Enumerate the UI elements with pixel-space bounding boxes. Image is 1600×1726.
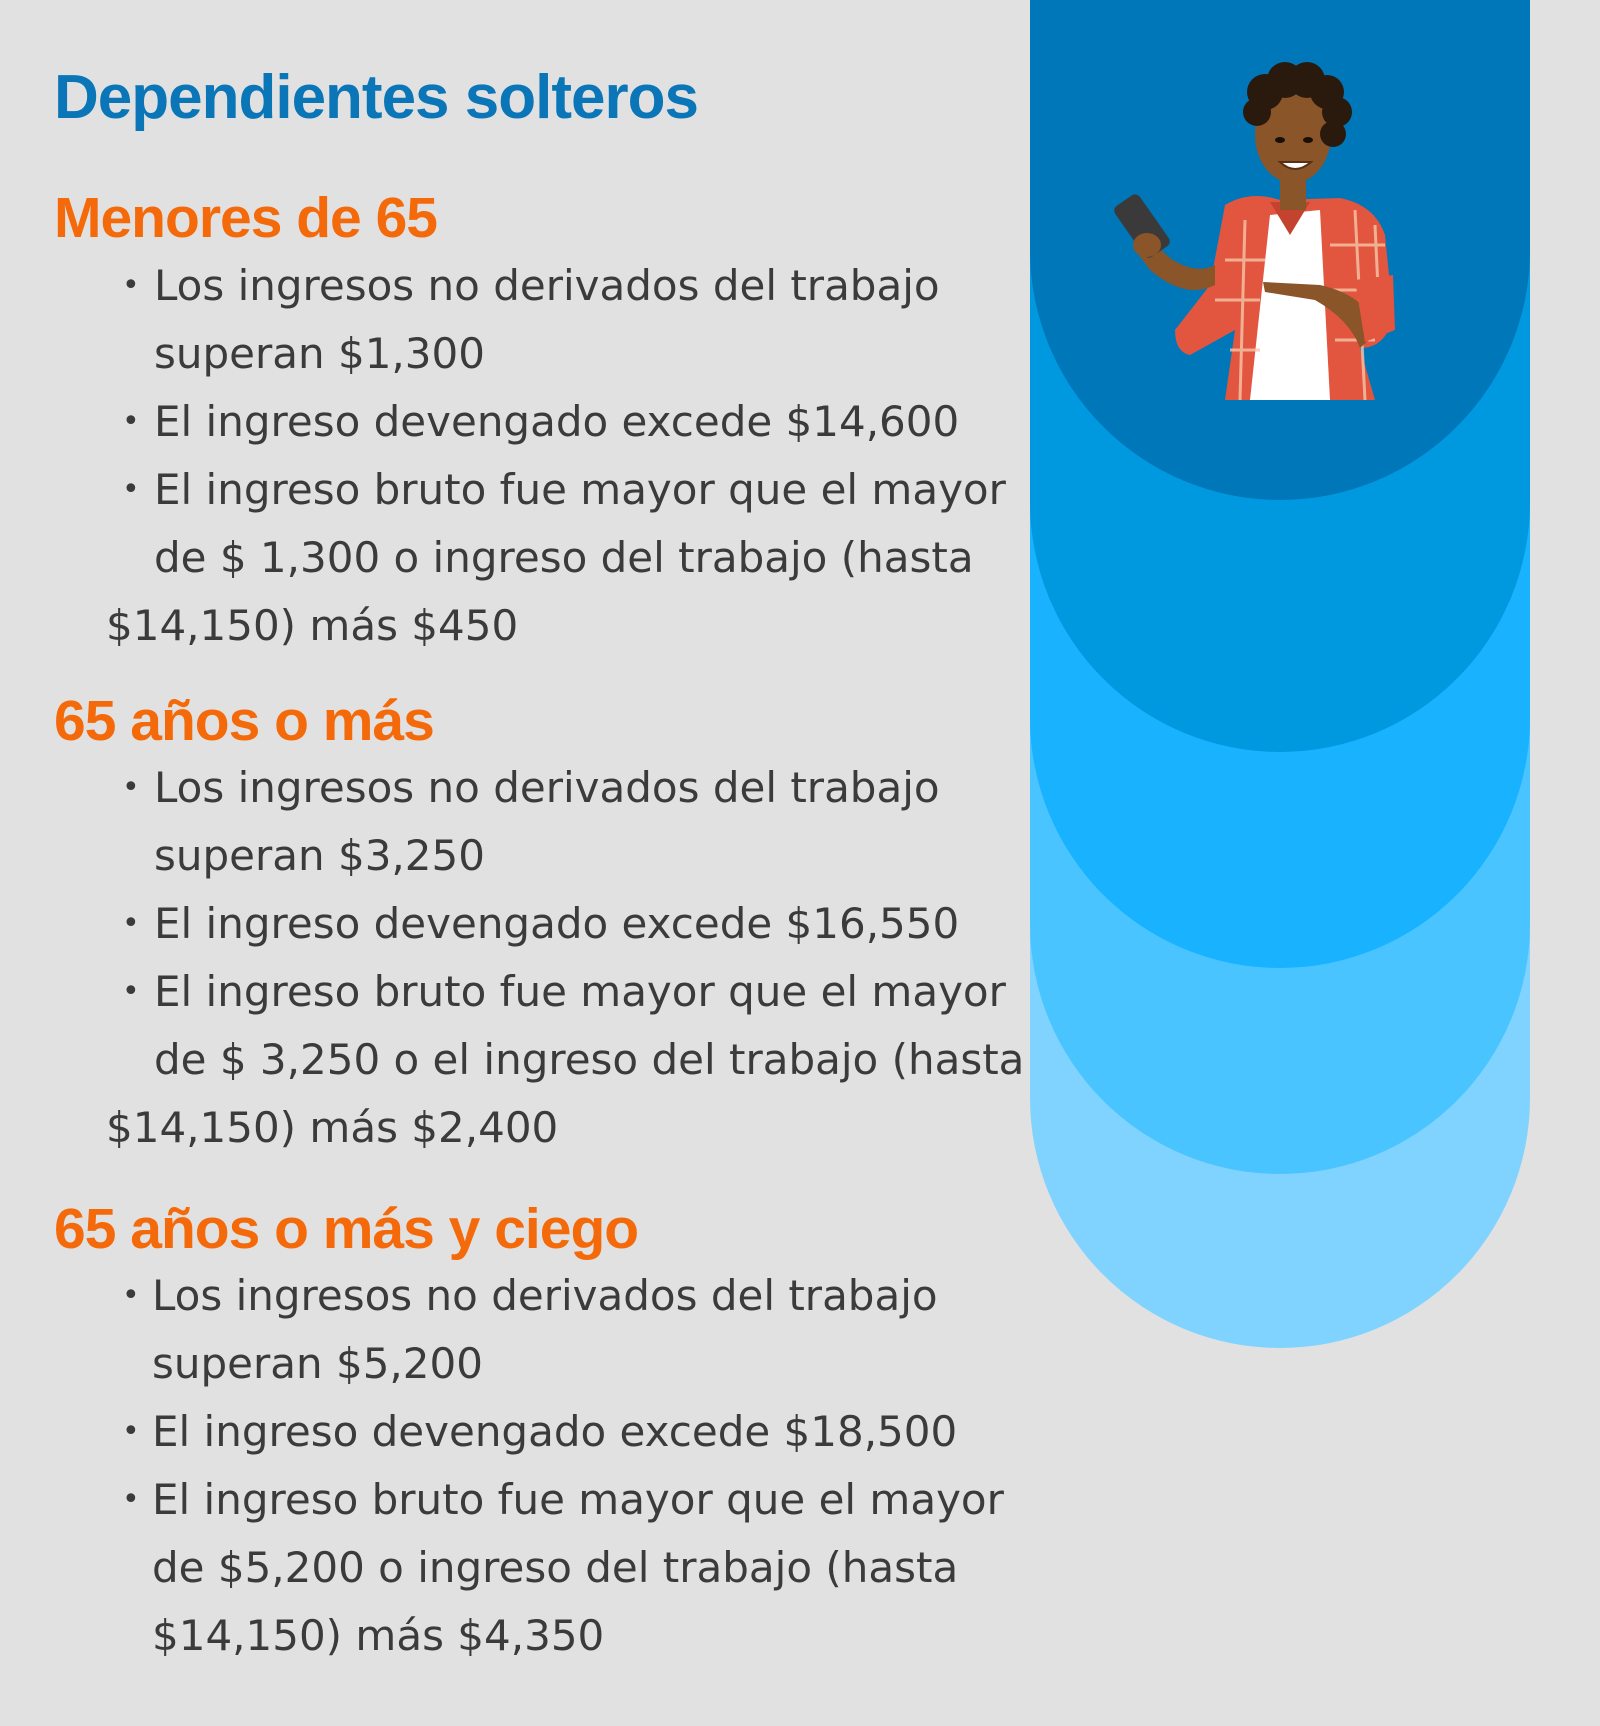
list-item-line: Los ingresos no derivados del trabajo (154, 261, 940, 310)
bullet: • (122, 1414, 140, 1449)
list-item-line: El ingreso bruto fue mayor que el mayor (152, 1475, 1004, 1524)
list-item-line: Los ingresos no derivados del trabajo (152, 1271, 938, 1320)
section-heading-under-65: Menores de 65 (54, 186, 438, 250)
list-item-line: Los ingresos no derivados del trabajo (154, 763, 940, 812)
bullet: • (122, 1278, 140, 1313)
list-item-line: $14,150) más $2,400 (106, 1103, 559, 1152)
bullet: • (122, 1482, 140, 1517)
list-item-line: de $ 1,300 o ingreso del trabajo (hasta (154, 533, 974, 582)
bullet: • (122, 404, 140, 439)
list-item-line: de $5,200 o ingreso del trabajo (hasta (152, 1543, 959, 1592)
bullet: • (122, 906, 140, 941)
bullet: • (122, 770, 140, 805)
list-item-line: El ingreso bruto fue mayor que el mayor (154, 967, 1006, 1016)
list-item-line: El ingreso devengado excede $14,600 (154, 397, 960, 446)
list-item-line: superan $5,200 (152, 1339, 483, 1388)
bullet: • (122, 268, 140, 303)
list-item-line: superan $1,300 (154, 329, 485, 378)
list-item-line: $14,150) más $4,350 (152, 1611, 605, 1660)
page-title: Dependientes solteros (54, 63, 699, 132)
list-item-line: El ingreso devengado excede $16,550 (154, 899, 960, 948)
list-item-line: El ingreso bruto fue mayor que el mayor (154, 465, 1006, 514)
list-item-line: $14,150) más $450 (106, 601, 519, 650)
list-item-line: de $ 3,250 o el ingreso del trabajo (has… (154, 1035, 1025, 1084)
list-item-line: superan $3,250 (154, 831, 485, 880)
list-item-line: El ingreso devengado excede $18,500 (152, 1407, 958, 1456)
section-heading-65-or-older-and-blind: 65 años o más y ciego (54, 1197, 639, 1261)
person-holding-phone-icon (1114, 62, 1395, 400)
section-heading-65-or-older: 65 años o más (54, 689, 435, 753)
bullet: • (122, 472, 140, 507)
bullet: • (122, 974, 140, 1009)
